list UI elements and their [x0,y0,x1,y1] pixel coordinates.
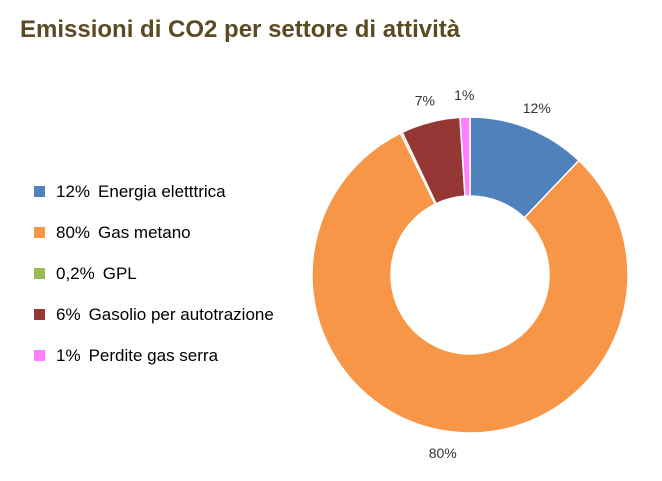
chart-title: Emissioni di CO2 per settore di attività [20,16,461,43]
legend-label: Perdite gas serra [88,345,219,365]
legend-pct: 12% [56,181,91,201]
legend-swatch [34,227,45,238]
legend-pct: 6% [56,304,81,324]
slice-perdite-gas-serra [459,116,471,197]
legend-item-gas-metano: 80% Gas metano [34,212,274,253]
legend-swatch [34,186,45,197]
legend-pct: 80% [56,222,91,242]
label-gasolio: 7% [415,93,435,109]
slice-gas-metano [311,132,629,434]
legend-label: Energia eletttrica [98,181,226,201]
legend-item-gpl: 0,2% GPL [34,253,274,294]
legend-item-perdite-gas-serra: 1% Perdite gas serra [34,335,274,376]
legend-label: Gas metano [98,222,191,242]
legend-item-energia-elettrica: 12% Energia eletttrica [34,171,274,212]
legend-swatch [34,309,45,320]
label-perdite-gas-serra: 1% [454,87,474,103]
label-gas-metano: 80% [429,445,457,461]
legend-item-gasolio: 6% Gasolio per autotrazione [34,294,274,335]
legend-pct: 0,2% [56,263,95,283]
legend-label: GPL [102,263,137,283]
legend-pct: 1% [56,345,81,365]
legend-swatch [34,268,45,279]
chart-legend: 12% Energia eletttrica 80% Gas metano 0,… [34,171,274,376]
label-energia-elettrica: 12% [523,100,551,116]
legend-label: Gasolio per autotrazione [88,304,274,324]
legend-swatch [34,350,45,361]
